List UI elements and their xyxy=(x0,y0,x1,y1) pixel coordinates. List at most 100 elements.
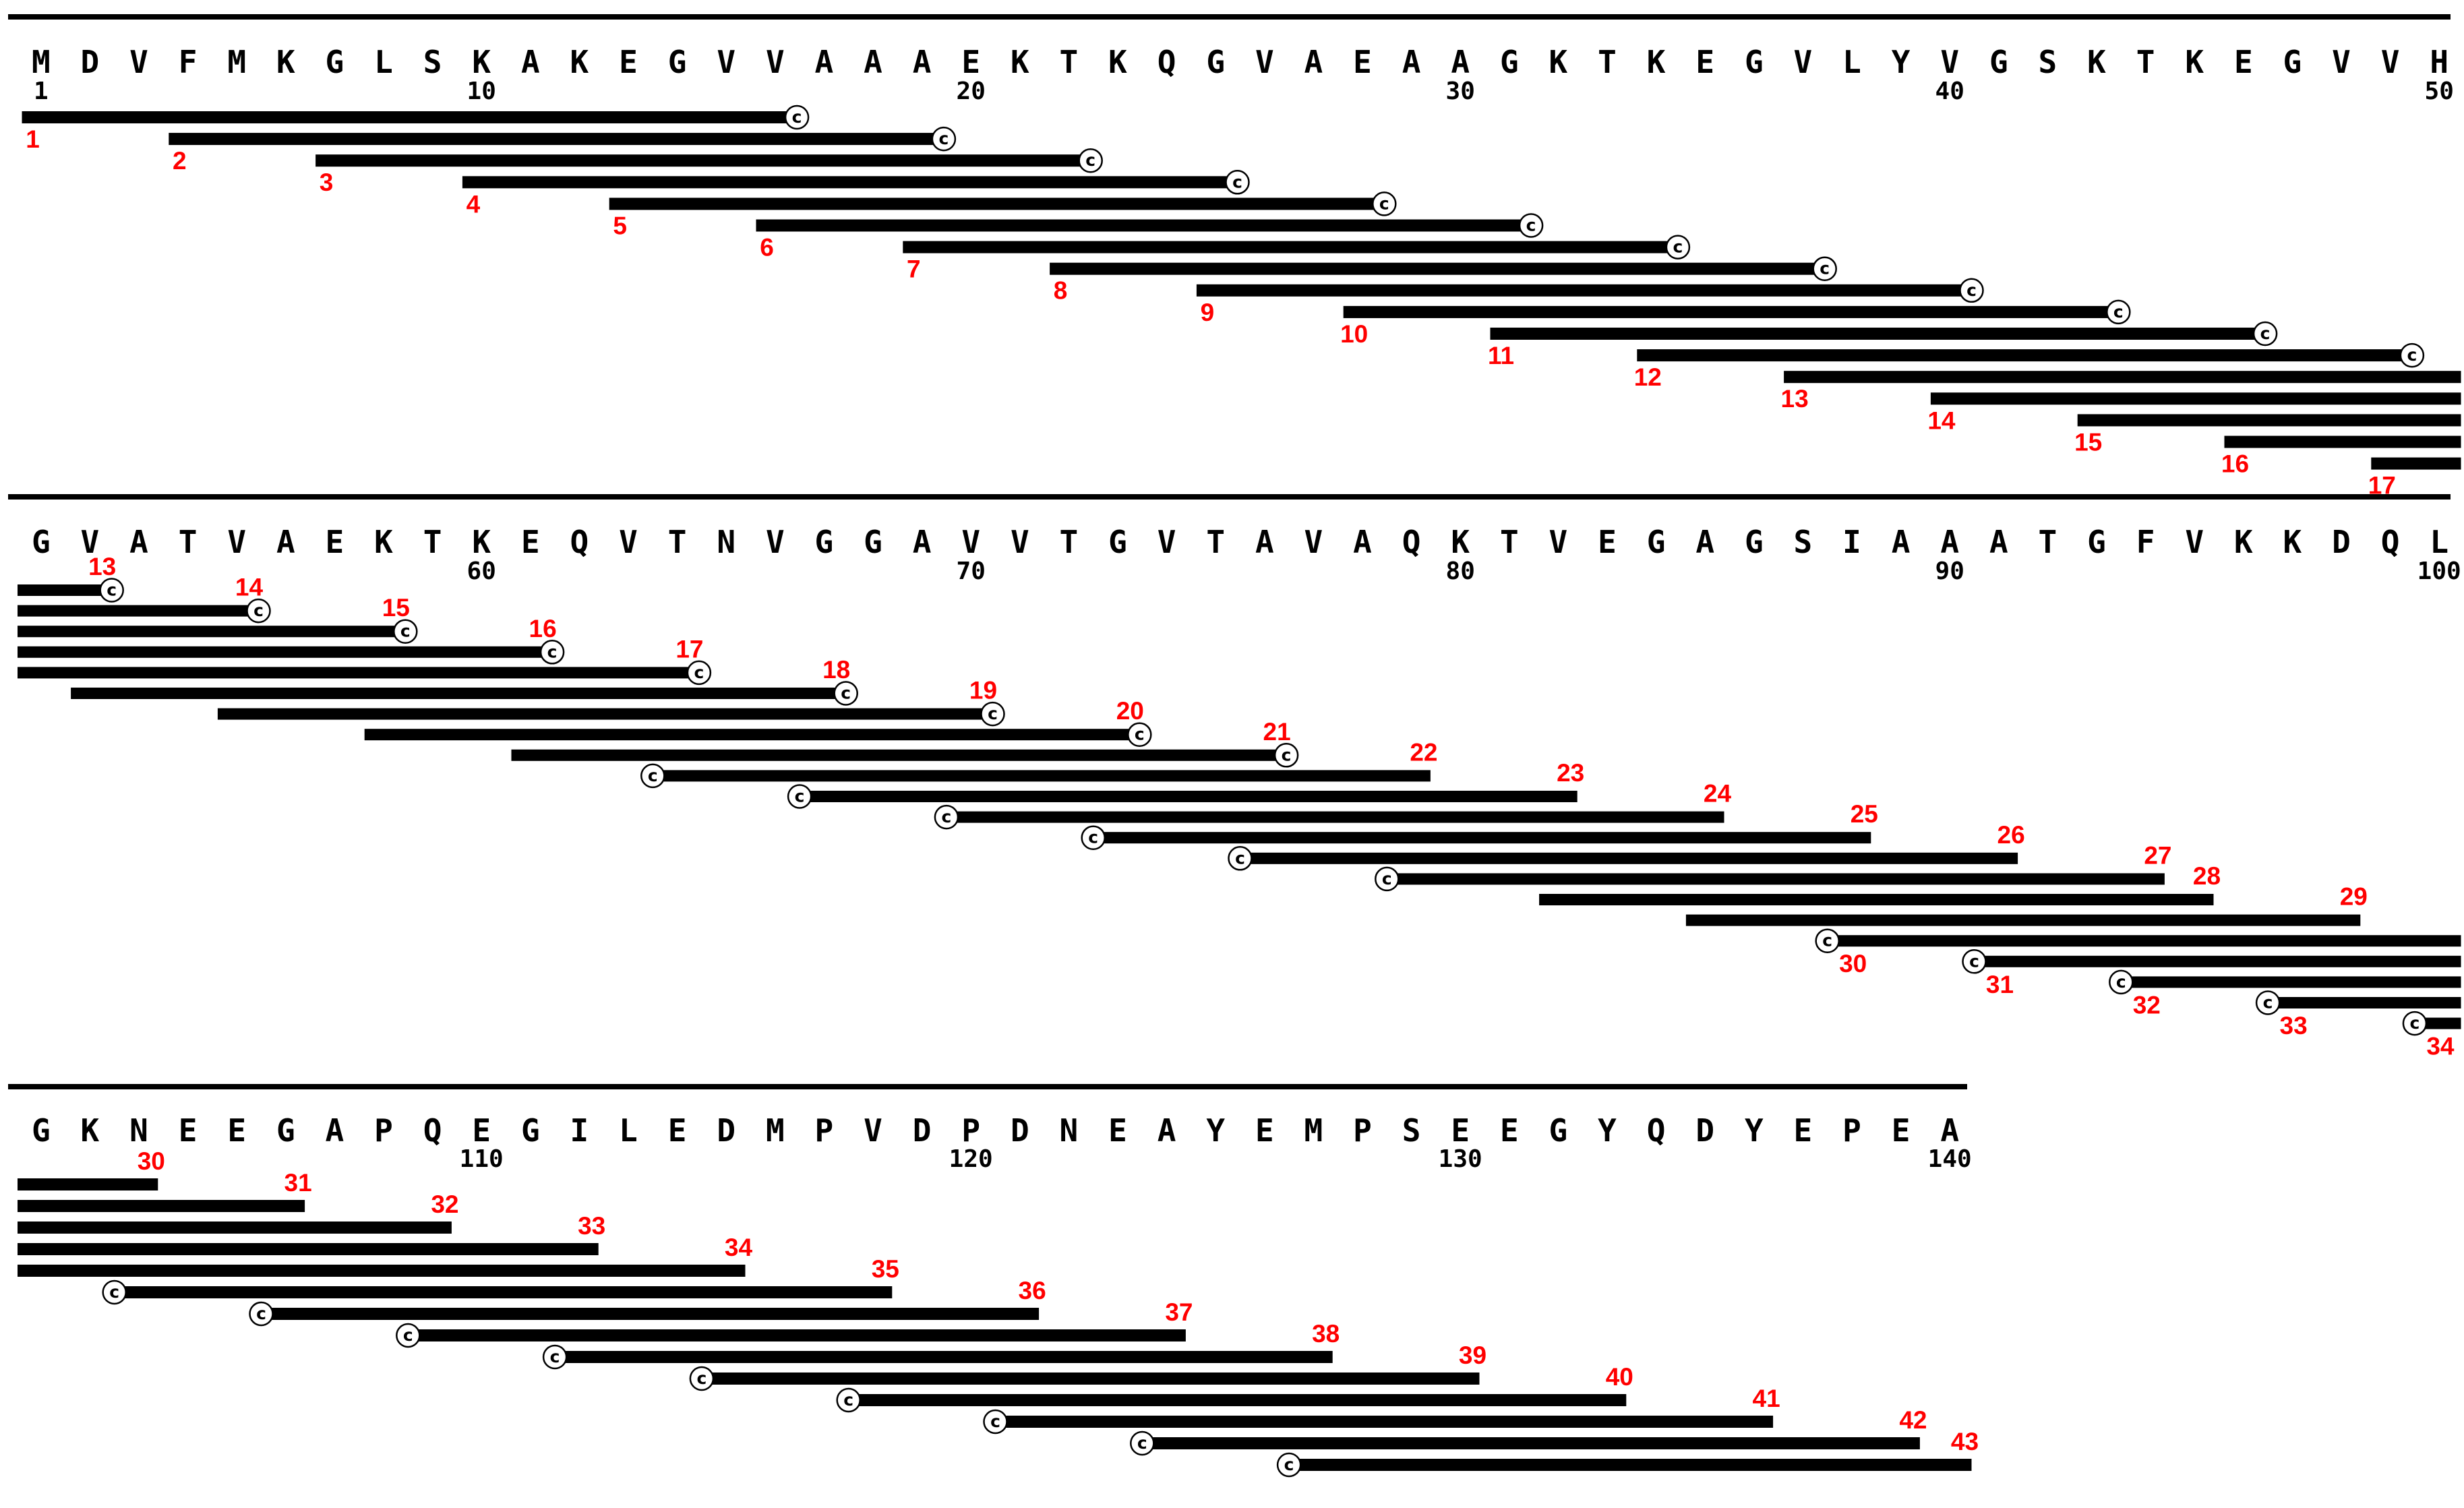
peptide-number-label: 40 xyxy=(1606,1363,1633,1391)
peptide-32: c 32 xyxy=(2109,969,2461,1019)
residue-letter: V xyxy=(129,44,148,80)
residue-letter: H xyxy=(2430,44,2448,80)
peptide-13: c13 xyxy=(18,553,124,603)
residue-letter: E xyxy=(1892,1112,1911,1149)
residue-letter: I xyxy=(1842,524,1861,560)
peptide-7: c7 xyxy=(903,235,1691,283)
residue-letter: K xyxy=(570,44,589,80)
peptide-12: c 12 xyxy=(1634,342,2425,391)
peptide-3: c3 xyxy=(315,148,1103,196)
residue-letter: K xyxy=(1549,44,1568,80)
peptide-41: c 41 xyxy=(983,1385,1780,1435)
peptide-bar xyxy=(266,1308,1040,1320)
residue-letter: G xyxy=(864,524,882,560)
peptide-bar xyxy=(1098,832,1871,844)
peptide-bar xyxy=(1392,873,2165,885)
residue-letter: V xyxy=(2185,524,2204,560)
residue-letter: K xyxy=(472,524,491,560)
residue-letter: E xyxy=(2234,44,2253,80)
c-terminus-letter: c xyxy=(1969,951,1979,971)
c-terminus-marker xyxy=(2109,969,2134,995)
c-terminus-marker xyxy=(396,1323,421,1348)
residue-letter: V xyxy=(766,44,785,80)
residue-letter: Y xyxy=(1598,1112,1617,1149)
residue-letter: T xyxy=(1500,524,1519,560)
row-separator-line xyxy=(8,1084,1967,1089)
c-terminus-marker xyxy=(1078,148,1103,173)
position-number: 110 xyxy=(460,1145,504,1173)
residue-letter: A xyxy=(864,44,882,80)
c-terminus-letter: c xyxy=(1137,1433,1147,1453)
residue-letter: G xyxy=(1500,44,1519,80)
residue-letter: K xyxy=(1451,524,1470,560)
residue-letter: A xyxy=(129,524,148,560)
c-terminus-marker xyxy=(99,578,124,603)
peptide-number-label: 8 xyxy=(1054,277,1068,305)
residue-letter: T xyxy=(1206,524,1225,560)
residue-letter: P xyxy=(961,1112,980,1149)
peptide-number-label: 6 xyxy=(760,234,774,262)
residue-letter: E xyxy=(668,1112,687,1149)
residue-letter: A xyxy=(1451,44,1470,80)
c-terminus-marker xyxy=(102,1279,127,1305)
c-terminus-letter: c xyxy=(843,1390,853,1410)
residue-letter: G xyxy=(2283,44,2302,80)
peptide-bar xyxy=(756,219,1529,232)
peptide-bar xyxy=(1685,914,2361,926)
c-terminus-letter: c xyxy=(696,1368,707,1388)
c-terminus-letter: c xyxy=(1822,931,1832,951)
peptide-bar xyxy=(658,770,1431,782)
peptide-number-label: 31 xyxy=(284,1169,312,1197)
c-terminus-marker xyxy=(1375,866,1400,892)
c-terminus-letter: c xyxy=(1820,259,1830,278)
residue-letter: Q xyxy=(2381,524,2400,560)
residue-letter: T xyxy=(2136,44,2155,80)
c-terminus-marker xyxy=(1812,256,1837,281)
c-terminus-letter: c xyxy=(256,1304,266,1323)
peptide-number-label: 39 xyxy=(1459,1341,1486,1369)
residue-letter: D xyxy=(1011,1112,1029,1149)
residue-letter: Q xyxy=(1158,44,1176,80)
peptide-14: c14 xyxy=(18,574,271,624)
c-terminus-marker xyxy=(1518,213,1544,238)
c-terminus-letter: c xyxy=(1282,745,1292,764)
c-terminus-marker xyxy=(1225,170,1250,195)
residue-letter: G xyxy=(1549,1112,1568,1149)
c-terminus-marker xyxy=(246,598,271,624)
residue-letter: L xyxy=(374,44,393,80)
peptide-number-label: 13 xyxy=(1781,385,1809,413)
residue-letter: A xyxy=(276,524,295,560)
residue-letter: N xyxy=(1060,1112,1079,1149)
c-terminus-letter: c xyxy=(2113,302,2124,322)
c-terminus-letter: c xyxy=(1379,193,1389,213)
position-number: 80 xyxy=(1446,557,1475,585)
peptide-35: c 35 xyxy=(102,1255,899,1305)
peptide-bar xyxy=(18,1200,305,1212)
residue-letter: V xyxy=(81,524,100,560)
residue-letter: G xyxy=(521,1112,540,1149)
peptide-bar xyxy=(2273,997,2461,1008)
peptide-bar xyxy=(217,708,990,720)
peptide-5: c5 xyxy=(609,191,1397,239)
c-terminus-marker xyxy=(2255,990,2281,1015)
peptide-bar xyxy=(18,605,256,617)
peptide-number-label: 19 xyxy=(969,677,997,704)
peptide-bar xyxy=(18,584,109,596)
peptide-number-label: 11 xyxy=(1488,342,1514,369)
peptide-bar xyxy=(18,626,403,638)
residue-letter: A xyxy=(1695,524,1714,560)
peptide-bar xyxy=(364,729,1137,741)
residue-letter: L xyxy=(2430,524,2448,560)
peptide-4: c4 xyxy=(462,170,1250,218)
peptide-number-label: 9 xyxy=(1201,299,1215,326)
peptide-bar xyxy=(951,811,1724,823)
residue-letter: G xyxy=(668,44,687,80)
peptide-number-label: 14 xyxy=(235,574,264,601)
residue-letter: D xyxy=(2332,524,2351,560)
peptide-34: c 34 xyxy=(2402,1011,2461,1060)
residue-letter: V xyxy=(961,524,980,560)
residue-letter: N xyxy=(129,1112,148,1149)
residue-letter: G xyxy=(276,1112,295,1149)
position-number: 100 xyxy=(2417,557,2461,585)
